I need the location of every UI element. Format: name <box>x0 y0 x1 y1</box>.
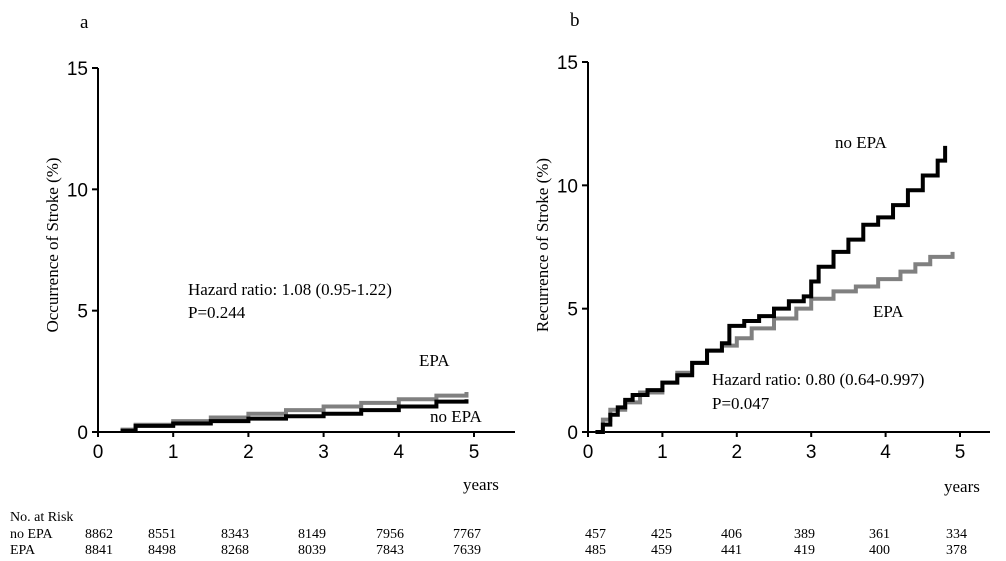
panel-a-series <box>120 391 469 433</box>
risk-cell-b-epa: 419 <box>794 543 815 558</box>
risk-cell-a-no-epa: 8551 <box>148 527 176 542</box>
risk-cell-a-epa: 8841 <box>85 543 113 558</box>
panel-a-epa-label: EPA <box>419 351 450 370</box>
risk-cell-a-epa: 7639 <box>453 543 481 558</box>
panel-b-epa-label: EPA <box>873 302 904 321</box>
panel-b-x-tick-label: 2 <box>732 442 743 463</box>
panel-b-x-tick-label: 1 <box>657 442 668 463</box>
risk-cell-a-no-epa: 8149 <box>298 527 326 542</box>
risk-cell-a-no-epa: 7956 <box>376 527 404 542</box>
risk-table: No. at Risk no EPA EPA 8862 8551 8343 8149 7… <box>10 510 967 558</box>
risk-cell-b-no-epa: 457 <box>585 527 606 542</box>
panel-b-p-value: P=0.047 <box>712 394 770 413</box>
panel-a-hazard-ratio: Hazard ratio: 1.08 (0.95-1.22) <box>188 280 392 299</box>
panel-b-y-tick-label: 10 <box>557 176 578 197</box>
risk-cell-a-epa: 8498 <box>148 543 176 558</box>
panel-b-label: b <box>570 10 580 31</box>
risk-table-cells: 8862 8551 8343 8149 7956 7767 8841 8498 8268 8039… <box>85 527 967 558</box>
panel-b-x-tick-label: 4 <box>880 442 891 463</box>
risk-cell-b-no-epa: 389 <box>794 527 815 542</box>
panel-a-x-tick-label: 4 <box>394 442 405 463</box>
panel-b-x-axis-label: years <box>944 477 980 496</box>
panel-a-p-value: P=0.244 <box>188 303 246 322</box>
panel-b-series-epa-line <box>595 251 955 434</box>
panel-a-axes: 0 5 10 15 0 1 2 3 4 5 <box>67 59 515 463</box>
risk-row-label-epa: EPA <box>10 543 36 558</box>
panel-a-x-tick-label: 0 <box>93 442 104 463</box>
panel-b-y-axis-label: Recurrence of Stroke (%) <box>533 158 552 332</box>
panel-b-y-tick-label: 15 <box>557 53 578 74</box>
panel-b-x-tick-label: 3 <box>806 442 817 463</box>
risk-cell-a-epa: 7843 <box>376 543 404 558</box>
panel-a-x-axis-label: years <box>463 475 499 494</box>
risk-cell-b-epa: 400 <box>869 543 890 558</box>
risk-table-title: No. at Risk <box>10 510 73 525</box>
risk-cell-a-no-epa: 7767 <box>453 527 481 542</box>
panel-a-y-tick-label: 10 <box>67 180 88 201</box>
risk-cell-b-epa: 459 <box>651 543 672 558</box>
risk-cell-b-epa: 485 <box>585 543 606 558</box>
panel-a-x-tick-label: 1 <box>168 442 179 463</box>
panel-b-series <box>595 145 955 434</box>
risk-cell-b-no-epa: 425 <box>651 527 672 542</box>
risk-cell-b-no-epa: 334 <box>946 527 967 542</box>
risk-cell-b-epa: 378 <box>946 543 967 558</box>
panel-b-no-epa-label: no EPA <box>835 133 888 152</box>
panel-b-axes: 0 5 10 15 0 1 2 3 4 5 <box>557 53 990 463</box>
risk-cell-a-epa: 8268 <box>221 543 249 558</box>
risk-cell-b-no-epa: 361 <box>869 527 890 542</box>
risk-cell-b-no-epa: 406 <box>721 527 742 542</box>
risk-cell-b-epa: 441 <box>721 543 742 558</box>
panel-a-y-tick-label: 15 <box>67 59 88 80</box>
panel-b-x-tick-label: 0 <box>583 442 594 463</box>
panel-b-y-tick-label: 5 <box>567 300 578 321</box>
panel-a-series-no-epa-line <box>120 399 469 433</box>
panel-a-y-tick-label: 5 <box>77 302 88 323</box>
risk-row-label-no-epa: no EPA <box>10 527 54 542</box>
panel-b-y-tick-label: 0 <box>567 423 578 444</box>
panel-a-x-tick-label: 5 <box>469 442 480 463</box>
panel-b-hazard-ratio: Hazard ratio: 0.80 (0.64-0.997) <box>712 370 924 389</box>
panel-b-series-no-epa-line <box>595 145 948 434</box>
risk-cell-a-epa: 8039 <box>298 543 326 558</box>
panel-a-y-tick-label: 0 <box>77 423 88 444</box>
panel-a-x-tick-label: 2 <box>243 442 254 463</box>
panel-a-x-tick-label: 3 <box>318 442 329 463</box>
risk-cell-a-no-epa: 8862 <box>85 527 113 542</box>
panel-a-label: a <box>80 12 89 33</box>
panel-a-no-epa-label: no EPA <box>430 407 483 426</box>
risk-cell-a-no-epa: 8343 <box>221 527 249 542</box>
panel-a-y-axis-label: Occurrence of Stroke (%) <box>43 157 62 332</box>
panel-b-x-tick-label: 5 <box>955 442 966 463</box>
